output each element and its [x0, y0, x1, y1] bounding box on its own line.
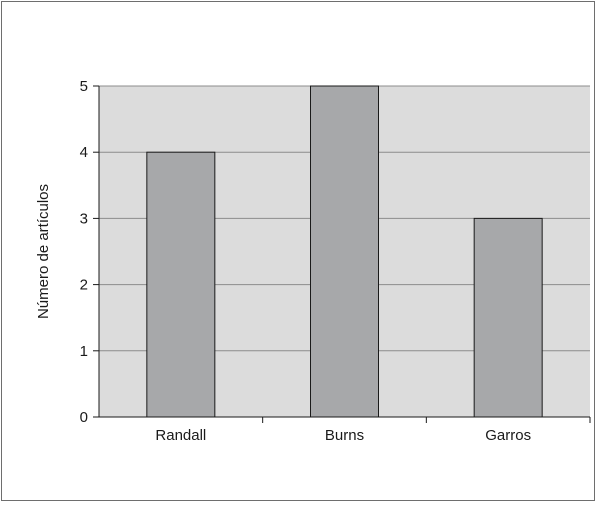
bar-burns	[310, 85, 379, 418]
y-tick-label: 4	[80, 144, 88, 161]
y-axis-label: Número de artículos	[35, 184, 52, 319]
x-tick-label: Garros	[485, 427, 531, 444]
x-tick-label: Burns	[325, 427, 364, 444]
y-tick-label: 5	[80, 78, 88, 95]
bar-randall	[146, 151, 216, 418]
bar-garros	[473, 217, 543, 418]
x-tick-label: Randall	[155, 427, 206, 444]
y-tick-label: 0	[80, 409, 88, 426]
y-tick-label: 2	[80, 277, 88, 294]
y-tick-label: 1	[80, 343, 88, 360]
y-tick-label: 3	[80, 210, 88, 227]
